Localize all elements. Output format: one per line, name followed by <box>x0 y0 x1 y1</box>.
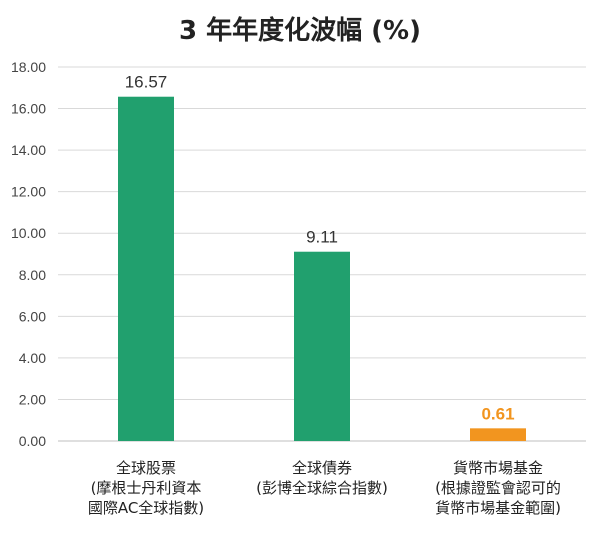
y-tick-label: 8.00 <box>19 267 46 283</box>
category-label: 貨幣市場基金範圍) <box>435 499 561 517</box>
y-tick-label: 0.00 <box>19 433 46 449</box>
y-tick-label: 14.00 <box>11 142 46 158</box>
y-tick-label: 12.00 <box>11 184 46 200</box>
bar <box>294 251 350 441</box>
chart-title: 3 年年度化波幅 (%) <box>178 16 421 46</box>
category-label: (根據證監會認可的 <box>435 479 561 497</box>
category-label: (彭博全球綜合指數) <box>256 479 388 497</box>
bar <box>470 428 526 441</box>
y-tick-label: 16.00 <box>11 101 46 117</box>
data-labels: 16.57 9.11 0.61 <box>125 73 515 424</box>
data-label: 16.57 <box>125 73 168 92</box>
data-label: 0.61 <box>481 404 514 423</box>
y-tick-label: 6.00 <box>19 308 46 324</box>
category-label: 全球股票 <box>116 459 176 477</box>
y-tick-label: 10.00 <box>11 225 46 241</box>
y-tick-label: 18.00 <box>11 59 46 75</box>
data-label: 9.11 <box>306 228 338 247</box>
y-axis-tick-labels: 0.00 2.00 4.00 6.00 8.00 10.00 12.00 14.00 16.00… <box>11 59 46 449</box>
category-label: 全球債券 <box>292 459 352 477</box>
y-tick-label: 4.00 <box>19 350 46 366</box>
bar <box>118 96 174 441</box>
category-label: 貨幣市場基金 <box>453 459 543 477</box>
y-tick-label: 2.00 <box>19 391 46 407</box>
bars <box>118 96 526 441</box>
category-label: 國際AC全球指數) <box>88 499 204 517</box>
category-label: (摩根士丹利資本 <box>91 479 202 497</box>
